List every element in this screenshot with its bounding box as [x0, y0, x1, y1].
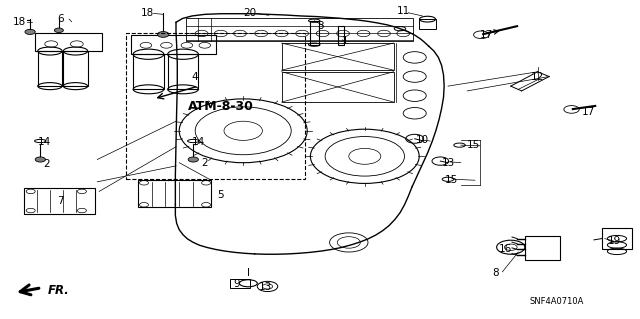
Bar: [138, 180, 211, 207]
Bar: [133, 54, 164, 89]
Text: 8: 8: [493, 268, 499, 278]
Circle shape: [157, 32, 169, 37]
Text: 14: 14: [38, 137, 51, 147]
Circle shape: [54, 28, 63, 33]
Text: 19: 19: [608, 236, 621, 246]
Text: 16: 16: [499, 244, 512, 254]
Text: 13: 13: [442, 158, 454, 168]
Bar: [126, 33, 305, 179]
Text: 15: 15: [467, 140, 480, 150]
Text: 15: 15: [445, 175, 458, 185]
Text: 14: 14: [192, 137, 205, 147]
Circle shape: [25, 29, 35, 34]
Bar: [419, 19, 436, 29]
Text: 18: 18: [13, 17, 26, 27]
Text: 12: 12: [531, 71, 544, 82]
Text: 20: 20: [243, 8, 256, 18]
Text: 9: 9: [234, 279, 240, 289]
Text: 7: 7: [58, 196, 64, 206]
Bar: [282, 72, 394, 102]
Text: 2: 2: [202, 158, 208, 168]
Text: 3: 3: [317, 20, 323, 31]
Text: 1: 1: [342, 36, 349, 47]
Text: 17: 17: [480, 30, 493, 40]
Text: 10: 10: [416, 135, 429, 145]
Text: 2: 2: [44, 159, 50, 169]
Circle shape: [35, 157, 45, 162]
Text: 18: 18: [141, 8, 154, 18]
Text: 5: 5: [218, 189, 224, 200]
Bar: [338, 26, 344, 45]
Text: FR.: FR.: [48, 284, 70, 297]
Bar: [230, 279, 250, 288]
Bar: [525, 236, 560, 260]
Bar: [186, 18, 413, 41]
Bar: [310, 21, 319, 45]
Circle shape: [188, 157, 198, 162]
Text: 6: 6: [58, 14, 64, 24]
Bar: [24, 188, 95, 214]
Text: SNF4A0710A: SNF4A0710A: [530, 297, 584, 306]
Bar: [282, 43, 394, 70]
Bar: [131, 35, 216, 54]
Bar: [38, 51, 62, 86]
Text: 11: 11: [397, 6, 410, 16]
Bar: [35, 33, 102, 51]
Text: 4: 4: [192, 71, 198, 82]
Text: 13: 13: [259, 282, 272, 292]
Bar: [602, 228, 632, 249]
Bar: [168, 54, 198, 89]
Bar: [63, 51, 88, 86]
Text: 17: 17: [582, 107, 595, 117]
Text: ATM-8-30: ATM-8-30: [188, 100, 253, 113]
